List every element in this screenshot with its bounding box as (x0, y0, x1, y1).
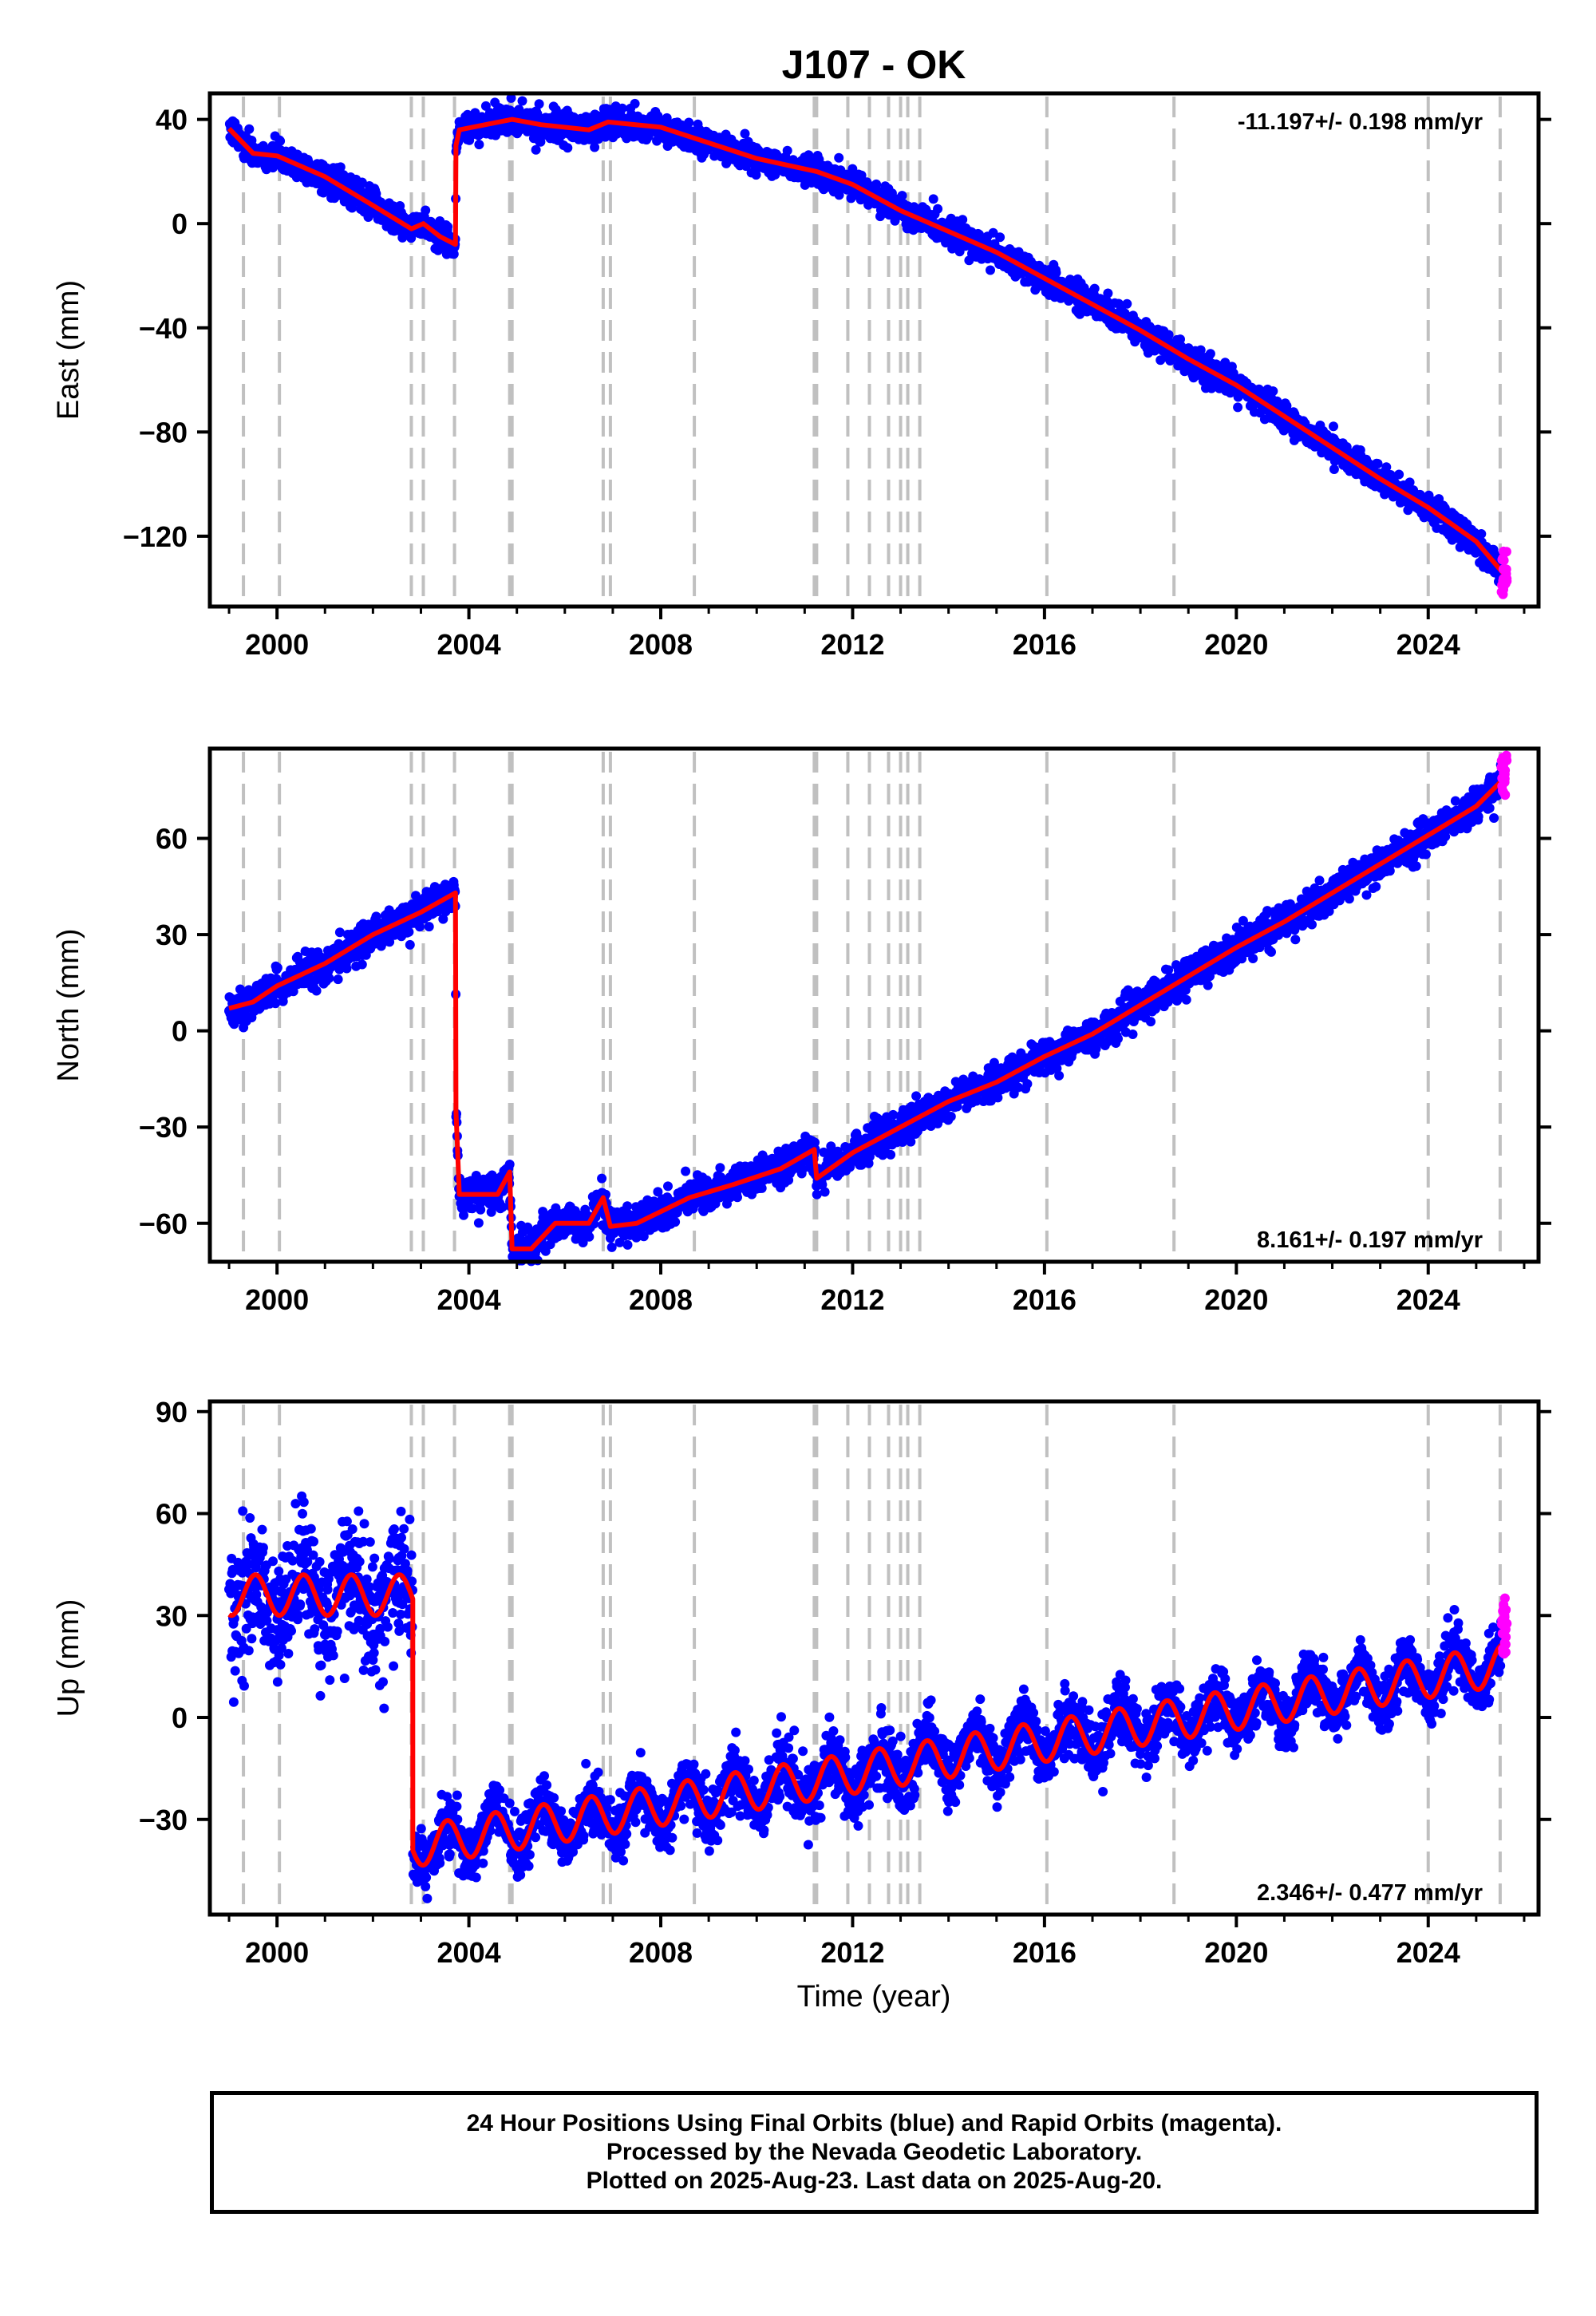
north-position-point (459, 1210, 468, 1220)
east-position-point (534, 99, 544, 109)
east-rapid-point (1499, 546, 1509, 556)
north-position-point (715, 1163, 725, 1173)
east-position-point (1329, 464, 1339, 474)
north-position-point (424, 922, 434, 932)
north-position-point (357, 959, 367, 970)
east-rapid-point (1498, 575, 1508, 586)
east-position-point (1329, 421, 1338, 432)
east-position-point (563, 143, 573, 153)
east-position-point (1233, 402, 1243, 413)
east-position-point (1373, 459, 1383, 468)
east-position-point (357, 177, 367, 188)
north-position-point (473, 1218, 484, 1228)
east-axis-label: East (mm) (52, 280, 85, 420)
north-position-point (670, 1217, 681, 1227)
east-position-point (1051, 267, 1061, 278)
north-panel: 2000 2004 2008 2012 2016 2020 202460300−30−60 … (52, 746, 1551, 1316)
east-position-point (782, 145, 792, 156)
north-position-point (504, 1160, 515, 1169)
east-y-tick-label: 40 (156, 104, 188, 136)
east-position-point (617, 103, 627, 113)
east-position-point (275, 136, 286, 146)
north-position-point (663, 1181, 673, 1192)
east-rapid-point (1498, 589, 1508, 599)
east-position-point (933, 204, 943, 214)
east-position-point (1122, 298, 1132, 309)
east-rapid-point (1498, 564, 1508, 575)
east-rate-label: -11.197+/- 0.198 mm/yr (1238, 109, 1483, 135)
east-x-tick-label: 2024 (1396, 628, 1460, 661)
east-x-tick-label: 2008 (629, 628, 693, 661)
north-position-point (622, 1201, 633, 1211)
east-rapid-point (1497, 555, 1507, 565)
east-position-point (531, 144, 541, 155)
east-position-point (684, 117, 694, 128)
east-position-point (1476, 529, 1487, 539)
east-x-tick-label: 2000 (245, 628, 309, 661)
east-position-point (1394, 469, 1404, 480)
east-plot-frame (207, 91, 1541, 609)
east-y-tick-label: 0 (172, 207, 188, 240)
north-position-point (324, 973, 334, 983)
north-position-point (622, 1239, 633, 1250)
east-panel: 2000 2004 2008 2012 2016 2020 2024 40 0 −40 −80 −12… (52, 91, 1551, 661)
east-position-point (1268, 386, 1278, 397)
north-position-point (405, 939, 415, 950)
north-position-point (681, 1166, 691, 1176)
east-y-tick-label: −80 (139, 416, 188, 449)
east-x-tick-label: 2004 (437, 628, 501, 661)
east-position-point (1205, 349, 1215, 359)
east-x-tick-label: 2012 (820, 628, 884, 661)
north-position-point (272, 962, 282, 973)
east-position-point (834, 152, 844, 163)
east-position-point (986, 265, 995, 275)
north-position-point (333, 974, 343, 985)
north-position-point (597, 1173, 607, 1184)
east-position-point (421, 205, 431, 215)
east-position-point (517, 96, 527, 106)
north-position-point (476, 1204, 486, 1215)
north-position-point (342, 963, 352, 974)
north-position-point (584, 1231, 595, 1242)
east-x-tick-label: 2020 (1204, 628, 1268, 661)
east-position-point (928, 194, 938, 204)
north-position-point (311, 986, 322, 996)
east-position-point (630, 98, 640, 109)
east-y-tick-label: −40 (139, 312, 188, 345)
east-position-point (1163, 330, 1174, 340)
plot-title: J107 - OK (782, 42, 966, 87)
east-position-point (474, 140, 484, 150)
east-position-point (590, 142, 600, 152)
east-position-point (958, 215, 968, 225)
east-position-point (244, 124, 255, 134)
north-position-point (733, 1192, 742, 1203)
east-position-point (995, 232, 1005, 243)
east-position-point (1089, 283, 1100, 294)
east-position-point (335, 162, 346, 172)
east-position-point (1103, 288, 1113, 298)
east-y-tick-label: −120 (123, 520, 188, 553)
east-position-point (897, 191, 907, 201)
east-x-tick-label: 2016 (1013, 628, 1077, 661)
